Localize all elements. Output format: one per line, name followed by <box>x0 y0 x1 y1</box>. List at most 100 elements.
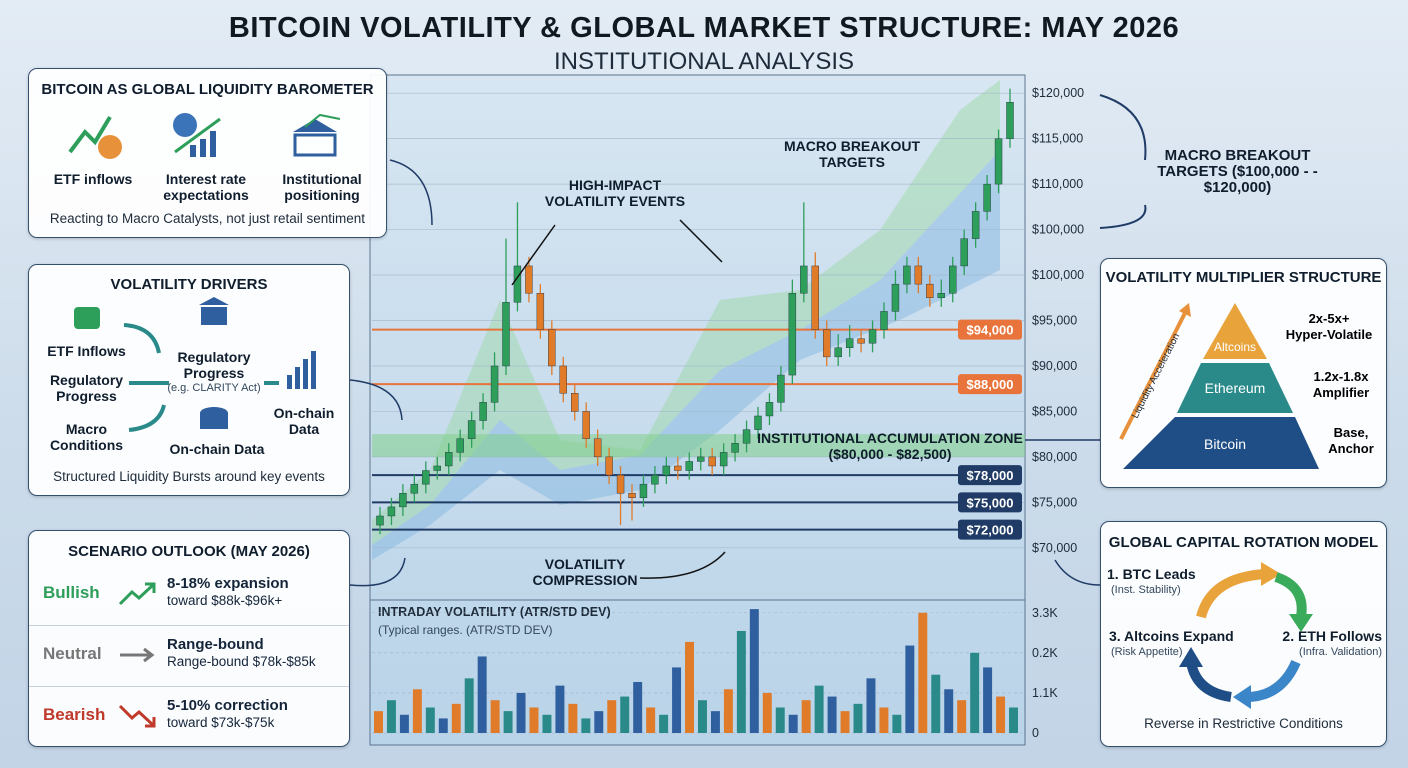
candle-body <box>971 211 980 239</box>
scenario-row: Bullish 8-18% expansion toward $88k-$96k… <box>29 565 349 626</box>
candle-body <box>582 411 590 439</box>
driver-center: Regulatory Progress <box>177 349 251 381</box>
panel-title: VOLATILITY MULTIPLIER STRUCTURE <box>1105 269 1382 286</box>
y-tick-label: 0 <box>1032 726 1039 740</box>
bar <box>853 703 863 733</box>
bar <box>412 689 422 733</box>
y-tick-label: 1.1K <box>1032 686 1058 700</box>
candle-body <box>800 265 808 294</box>
candle-body <box>983 183 991 212</box>
candle-body <box>548 329 556 367</box>
bar <box>827 696 837 733</box>
scenario-label: Bullish <box>43 583 100 602</box>
candle-body <box>479 402 487 421</box>
candle-body <box>823 329 831 358</box>
bar <box>386 700 396 733</box>
bar <box>685 641 694 733</box>
candle-body <box>719 452 728 467</box>
level-box <box>958 374 1022 395</box>
candle-body <box>433 465 441 471</box>
tier-multiplier: 1.2x-1.8x <box>1314 369 1370 384</box>
bar <box>516 692 526 733</box>
candle-body <box>628 493 636 499</box>
candle-body <box>857 338 865 344</box>
tier-role: Amplifier <box>1313 385 1369 400</box>
panel-footer: Reverse in Restrictive Conditions <box>1144 716 1343 731</box>
candle-body <box>788 293 797 376</box>
y-tick-label: $120,000 <box>1032 86 1084 100</box>
bar <box>983 667 993 733</box>
bar <box>464 678 474 733</box>
arrow <box>679 219 723 263</box>
bar <box>698 700 707 733</box>
subchart-title: INTRADAY VOLATILITY (ATR/STD DEV) <box>378 605 611 619</box>
tier-role: Hyper-Volatile <box>1286 327 1372 342</box>
candle-body <box>536 293 545 330</box>
bar <box>918 612 928 733</box>
side-note: MACRO BREAKOUT TARGETS ($100,000 - - $12… <box>1157 147 1318 196</box>
bar <box>801 700 811 733</box>
price-chart: $70,000 $75,000 $80,000 $85,000 $90,000 $95,0… <box>372 86 1084 555</box>
scenario-headline: Range-bound <box>167 636 264 653</box>
driver-input: Regulatory Progress <box>49 372 124 404</box>
bar <box>594 711 604 733</box>
step-label: 2. ETH Follows <box>1282 628 1382 644</box>
candle-body <box>1006 102 1014 139</box>
bar <box>957 700 967 733</box>
y-tick-label: $115,000 <box>1032 132 1083 146</box>
candle-body <box>376 515 384 526</box>
candle-body <box>502 302 510 367</box>
item-label: Institutional positioning <box>282 171 362 203</box>
zone-label: INSTITUTIONAL ACCUMULATION ZONE <box>757 430 1023 446</box>
arrow <box>511 224 556 286</box>
candle-body <box>605 456 613 476</box>
subchart-subtitle: (Typical ranges. (ATR/STD DEV) <box>378 623 552 637</box>
bar <box>723 689 733 733</box>
title: BITCOIN VOLATILITY & GLOBAL MARKET STRUC… <box>228 12 1180 44</box>
tier-name: Bitcoin <box>1204 436 1246 452</box>
candle-body <box>525 265 533 294</box>
drivers-panel: VOLATILITY DRIVERS ETF Inflows Regulator… <box>28 264 350 496</box>
step-note: (Infra. Validation) <box>1299 646 1382 658</box>
bar <box>529 707 539 733</box>
arrow-icon <box>118 704 156 728</box>
candle-body <box>456 438 464 453</box>
bar <box>672 667 682 733</box>
driver-input: Macro Conditions <box>49 421 124 453</box>
bar <box>374 711 383 733</box>
bar <box>438 718 448 733</box>
step-note: (Inst. Stability) <box>1111 584 1181 596</box>
bar <box>490 700 500 733</box>
level-box <box>958 492 1022 513</box>
candle-body <box>467 420 476 439</box>
bar <box>451 703 461 733</box>
bar <box>775 707 785 733</box>
bar <box>970 652 980 733</box>
driver-input: ETF Inflows <box>47 343 126 359</box>
candle-body <box>937 293 945 298</box>
scenario-headline: 8-18% expansion <box>167 575 289 592</box>
y-tick-label: $80,000 <box>1032 450 1077 464</box>
tier-name: Ethereum <box>1205 380 1266 396</box>
candle-body <box>845 338 854 348</box>
candle-body <box>777 374 785 403</box>
bar <box>555 685 565 733</box>
y-tick-label: $85,000 <box>1032 404 1077 418</box>
candle-body <box>490 365 499 403</box>
bar <box>477 656 487 733</box>
bar <box>710 711 720 733</box>
candle-body <box>616 474 625 494</box>
annotation: HIGH-IMPACT VOLATILITY EVENTS <box>544 177 686 209</box>
bar <box>620 696 630 733</box>
level-label: $78,000 <box>967 468 1014 483</box>
bar <box>542 714 552 733</box>
level-label: $88,000 <box>967 377 1014 392</box>
tier-role: Anchor <box>1328 441 1374 456</box>
tier-multiplier: Base, <box>1334 425 1369 440</box>
scenario-label: Neutral <box>43 644 102 663</box>
y-tick-label: $95,000 <box>1032 314 1077 328</box>
step-label: 1. BTC Leads <box>1107 566 1196 582</box>
connector <box>349 379 403 421</box>
panel-footer: Reacting to Macro Catalysts, not just re… <box>49 211 366 226</box>
